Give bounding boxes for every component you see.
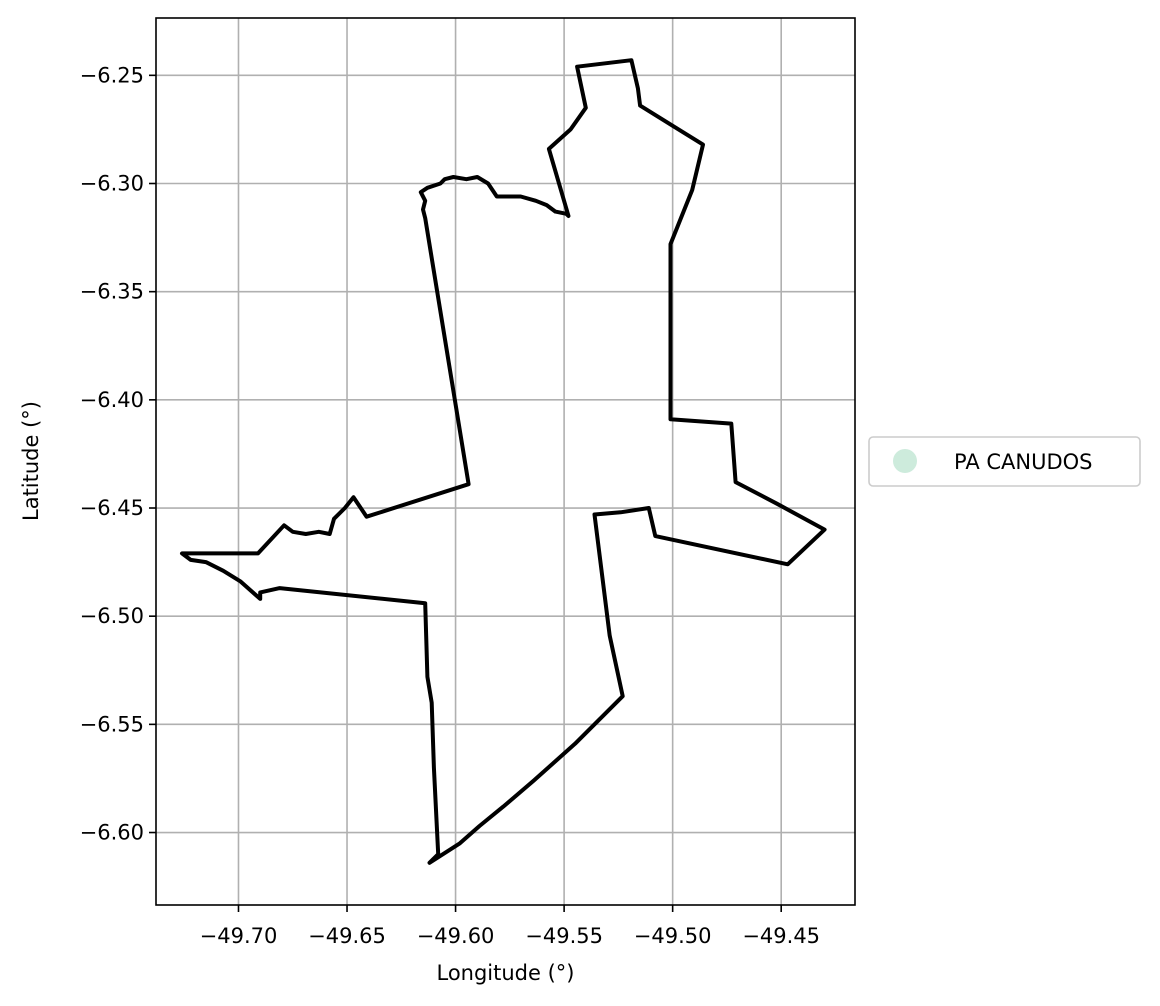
x-tick-label: −49.55 xyxy=(525,924,603,948)
legend: PA CANUDOS xyxy=(868,436,1141,487)
x-tick-label: −49.70 xyxy=(200,924,278,948)
boundary-polygon xyxy=(180,58,827,865)
y-axis-label: Latitude (°) xyxy=(19,401,43,521)
x-tick-label: −49.45 xyxy=(742,924,820,948)
y-tick-label: −6.40 xyxy=(80,388,144,412)
y-axis-ticks: −6.25 −6.30 −6.35 −6.40 −6.45 −6.50 −6.55 −6.60 xyxy=(80,63,156,845)
legend-box xyxy=(868,436,1141,487)
y-tick-label: −6.50 xyxy=(80,604,144,628)
x-axis-ticks: −49.70 −49.65 −49.60 −49.55 −49.50 −49.45 xyxy=(200,905,820,948)
gridlines xyxy=(156,18,855,905)
plot-frame xyxy=(155,17,856,906)
x-tick-label: −49.50 xyxy=(634,924,712,948)
x-tick-label: −49.65 xyxy=(308,924,386,948)
x-tick-label: −49.60 xyxy=(417,924,495,948)
y-tick-label: −6.55 xyxy=(80,712,144,736)
y-tick-label: −6.45 xyxy=(80,496,144,520)
y-tick-label: −6.60 xyxy=(80,821,144,845)
x-axis-label: Longitude (°) xyxy=(436,961,574,985)
legend-marker-pa-canudos xyxy=(893,449,917,473)
y-tick-label: −6.25 xyxy=(80,63,144,87)
y-tick-label: −6.30 xyxy=(80,172,144,196)
y-tick-label: −6.35 xyxy=(80,280,144,304)
legend-label-pa-canudos: PA CANUDOS xyxy=(954,450,1093,474)
